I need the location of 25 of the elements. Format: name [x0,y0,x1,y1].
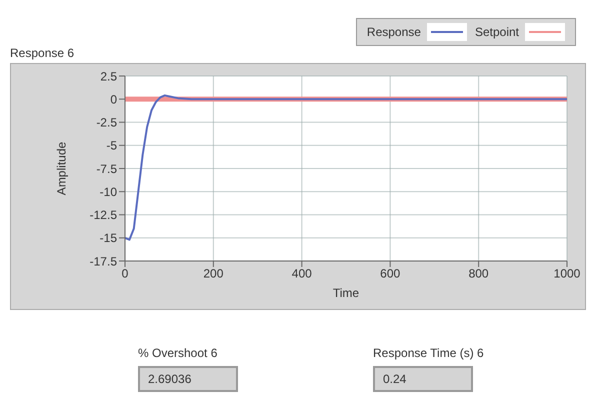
x-tick-label: 600 [380,266,401,281]
x-tick-label: 200 [203,266,224,281]
legend-label: Response [366,25,421,39]
y-tick-label: -7.5 [96,162,118,176]
legend-label: Setpoint [474,25,519,39]
x-axis-title: Time [332,286,360,300]
y-tick-label: 2.5 [100,69,118,84]
text: % Overshoot 6 [138,346,218,360]
line-series [125,94,567,241]
y-tick-label: -15 [100,231,118,246]
x-tick-label: 1000 [554,266,581,281]
y-tick-label: -2.5 [96,116,118,130]
y-tick-label: 0 [110,92,118,106]
y-tick-label: -10 [100,184,118,199]
text: 2.69036 [138,366,238,392]
y-tick-label: -12.5 [90,208,118,222]
x-tick-label: 800 [468,266,489,281]
y-tick-label: -5 [106,138,118,153]
chart-title: Response 6 [10,46,74,60]
y-tick-label: -17.5 [90,254,118,268]
text: Response Time (s) 6 [373,346,484,360]
text: 0.24 [373,366,473,392]
x-tick-label: 400 [292,266,312,281]
x-tick-label: 0 [122,266,129,281]
y-axis-title: Amplitude [54,142,68,196]
